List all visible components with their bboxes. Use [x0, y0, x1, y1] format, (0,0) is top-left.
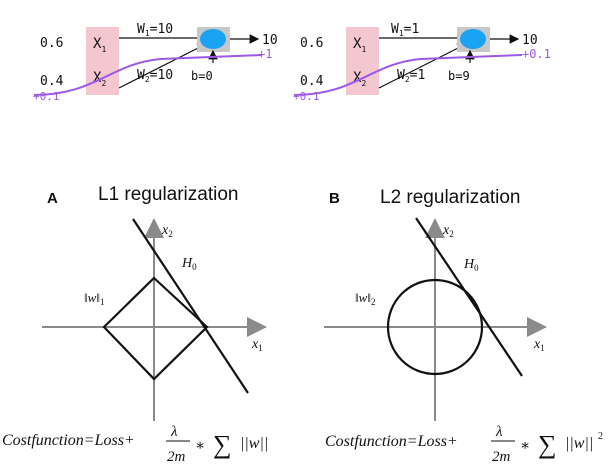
x1-label: X1 [353, 36, 366, 54]
fraction-numerator: λ [170, 424, 178, 440]
l1-regularization-panel: A L1 regularization x2 x1 H0 ‖w‖1 [42, 184, 267, 421]
norm-term: ||w|| [240, 435, 268, 452]
sum-symbol: ∑ [213, 430, 232, 459]
bias-label: b=9 [448, 69, 470, 83]
hypothesis-line [132, 218, 249, 394]
x2-label: X2 [353, 70, 366, 88]
weight-label-1: W1=1 [391, 22, 419, 38]
cost-function-l1: Costfunction=Loss+ λ 2m ∗ ∑ ||w|| [2, 424, 268, 465]
multiply-operator: ∗ [520, 438, 530, 454]
neuron-diagram-left: 0.6 0.4 +0.1 X1 X2 W1=10 W2=10 b=0 10 +1 [33, 22, 278, 103]
bias-label: b=0 [191, 69, 213, 83]
l1-constraint-diamond [102, 276, 209, 381]
sensitivity-curve [33, 54, 263, 96]
hypothesis-line [415, 217, 523, 377]
y-axis-label: x2 [442, 223, 454, 239]
input-value-1: 0.6 [300, 36, 323, 51]
formula-lhs: Costfunction=Loss+ [325, 433, 458, 450]
sum-symbol: ∑ [538, 430, 557, 459]
y-axis-label: x2 [161, 223, 173, 239]
weight-edge-2 [378, 43, 468, 89]
output-value: 10 [522, 33, 538, 48]
fraction-denominator: 2m [492, 449, 511, 465]
input-value-1: 0.6 [40, 36, 63, 51]
output-delta: +0.1 [522, 47, 551, 61]
fraction-denominator: 2m [167, 449, 186, 465]
neuron-node [460, 29, 486, 49]
output-value: 10 [262, 33, 278, 48]
x2-label: X2 [93, 70, 106, 88]
weight-edge-2 [118, 43, 208, 89]
x1-label: X1 [93, 36, 106, 54]
neuron-node [200, 29, 226, 49]
panel-letter: B [329, 190, 340, 207]
cost-function-l2: Costfunction=Loss+ λ 2m ∗ ∑ ||w|| 2 [325, 424, 603, 465]
l2-constraint-circle [386, 278, 484, 376]
x-axis-label: x1 [251, 337, 263, 353]
panel-letter: A [47, 190, 58, 207]
sensitivity-curve [293, 54, 523, 96]
panel-title: L2 regularization [380, 187, 520, 208]
weight-label-2: W2=1 [397, 68, 425, 84]
formula-lhs: Costfunction=Loss+ [2, 432, 135, 449]
weight-label-2: W2=10 [137, 68, 173, 84]
norm-label: ‖w‖1 [84, 290, 104, 307]
multiply-operator: ∗ [195, 438, 205, 454]
input-value-2: 0.4 [40, 74, 64, 89]
l2-regularization-panel: B L2 regularization x2 x1 H0 ‖w‖2 [324, 187, 547, 421]
hypothesis-label: H0 [463, 257, 479, 273]
input-delta: +0.1 [33, 90, 60, 103]
power-exponent: 2 [598, 431, 603, 442]
panel-title: L1 regularization [98, 184, 238, 205]
hypothesis-label: H0 [181, 256, 197, 272]
norm-term: ||w|| [565, 435, 593, 452]
output-delta: +1 [258, 47, 272, 61]
x-axis-label: x1 [533, 337, 545, 353]
norm-label: ‖w‖2 [355, 290, 375, 307]
input-delta: +0.1 [293, 90, 320, 103]
fraction-numerator: λ [495, 424, 503, 440]
weight-label-1: W1=10 [137, 22, 173, 38]
neuron-diagram-right: 0.6 0.4 +0.1 X1 X2 W1=1 W2=1 b=9 10 +0.1 [293, 22, 551, 103]
input-value-2: 0.4 [300, 74, 324, 89]
